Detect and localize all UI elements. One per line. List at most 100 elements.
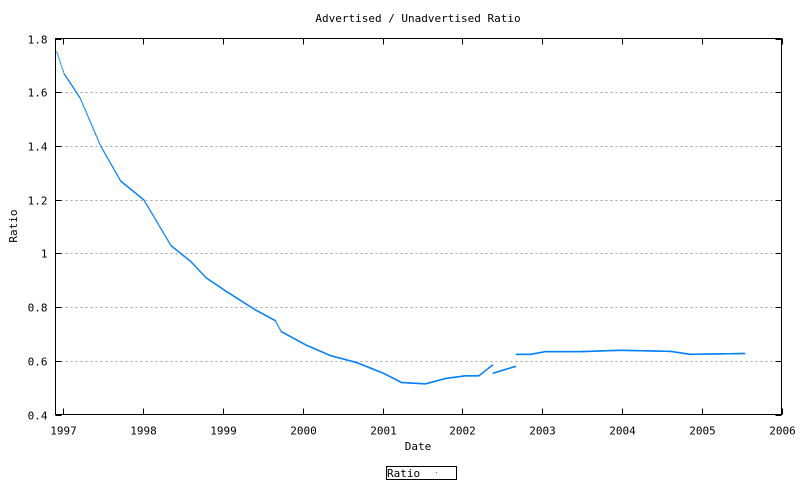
data-point [715, 353, 717, 355]
data-point [317, 349, 319, 351]
data-point [644, 350, 646, 352]
data-point [155, 220, 157, 222]
data-point [236, 297, 238, 299]
data-point [615, 349, 617, 352]
data-point [712, 353, 714, 355]
data-point [573, 350, 575, 353]
data-point [76, 92, 78, 94]
data-point [165, 235, 167, 238]
data-point [195, 266, 197, 268]
data-point [224, 289, 226, 292]
data-point [395, 379, 397, 381]
data-point [626, 349, 629, 352]
data-point [512, 366, 514, 368]
data-point [541, 351, 544, 353]
data-point [216, 284, 218, 286]
data-point [596, 350, 599, 352]
data-point [157, 223, 159, 226]
data-point [535, 352, 537, 355]
data-point [206, 277, 208, 280]
x-tick-label: 2000 [290, 425, 317, 438]
data-point [600, 350, 603, 352]
data-point [194, 265, 197, 268]
data-point [293, 338, 295, 340]
data-point [426, 382, 428, 385]
data-point [731, 352, 734, 355]
data-point [277, 324, 279, 326]
data-point [498, 370, 500, 373]
data-point [347, 359, 349, 361]
data-point [613, 349, 615, 352]
data-point [675, 351, 677, 353]
data-point [319, 350, 322, 353]
data-point [142, 198, 144, 201]
data-point [440, 378, 442, 381]
data-point [692, 353, 694, 355]
data-point [95, 134, 97, 136]
data-point [643, 350, 645, 352]
data-point [268, 316, 270, 318]
data-point [404, 382, 407, 384]
data-point [169, 242, 171, 245]
data-point [418, 382, 420, 385]
data-point [98, 142, 100, 144]
data-point [602, 350, 605, 352]
data-point [139, 195, 141, 198]
data-point [322, 351, 324, 354]
data-point [155, 219, 157, 221]
data-point [167, 239, 169, 241]
data-point [540, 351, 542, 354]
data-point [246, 303, 248, 306]
data-point [372, 368, 374, 370]
data-point [115, 172, 117, 174]
data-point [412, 382, 415, 384]
data-point [119, 179, 121, 181]
data-point [327, 354, 330, 356]
data-point [68, 80, 70, 82]
data-point [137, 194, 139, 196]
data-point [679, 352, 681, 354]
data-point [642, 350, 644, 352]
data-point [589, 350, 591, 353]
data-point [183, 255, 185, 257]
data-point [543, 351, 546, 353]
data-point [591, 350, 593, 352]
data-point [684, 352, 686, 355]
data-point [639, 350, 641, 352]
data-point [626, 349, 628, 352]
data-point [427, 382, 429, 384]
data-point [609, 349, 611, 352]
data-point [628, 349, 631, 352]
data-point [262, 313, 265, 316]
data-point [719, 353, 722, 355]
data-point [733, 352, 735, 355]
data-point [714, 353, 716, 355]
data-point [128, 187, 130, 189]
data-point [281, 331, 283, 333]
data-point [694, 353, 696, 355]
data-point [242, 301, 244, 303]
data-point [654, 350, 656, 352]
data-point [63, 72, 65, 75]
data-point [695, 353, 697, 355]
data-point [456, 376, 458, 378]
data-point [81, 101, 83, 104]
data-point [509, 367, 511, 369]
data-point [477, 375, 479, 377]
data-point [235, 296, 237, 299]
data-point [241, 300, 243, 303]
data-point [91, 125, 93, 127]
data-point [418, 382, 421, 385]
data-point [230, 293, 232, 296]
data-point [721, 353, 724, 355]
data-point [240, 299, 242, 302]
data-point [116, 174, 118, 176]
data-point [472, 375, 475, 377]
data-point [265, 315, 267, 317]
data-point [223, 289, 225, 291]
data-point [368, 366, 370, 369]
data-point [173, 246, 175, 249]
data-point [201, 272, 203, 275]
data-point [185, 257, 187, 259]
data-point [274, 320, 277, 322]
